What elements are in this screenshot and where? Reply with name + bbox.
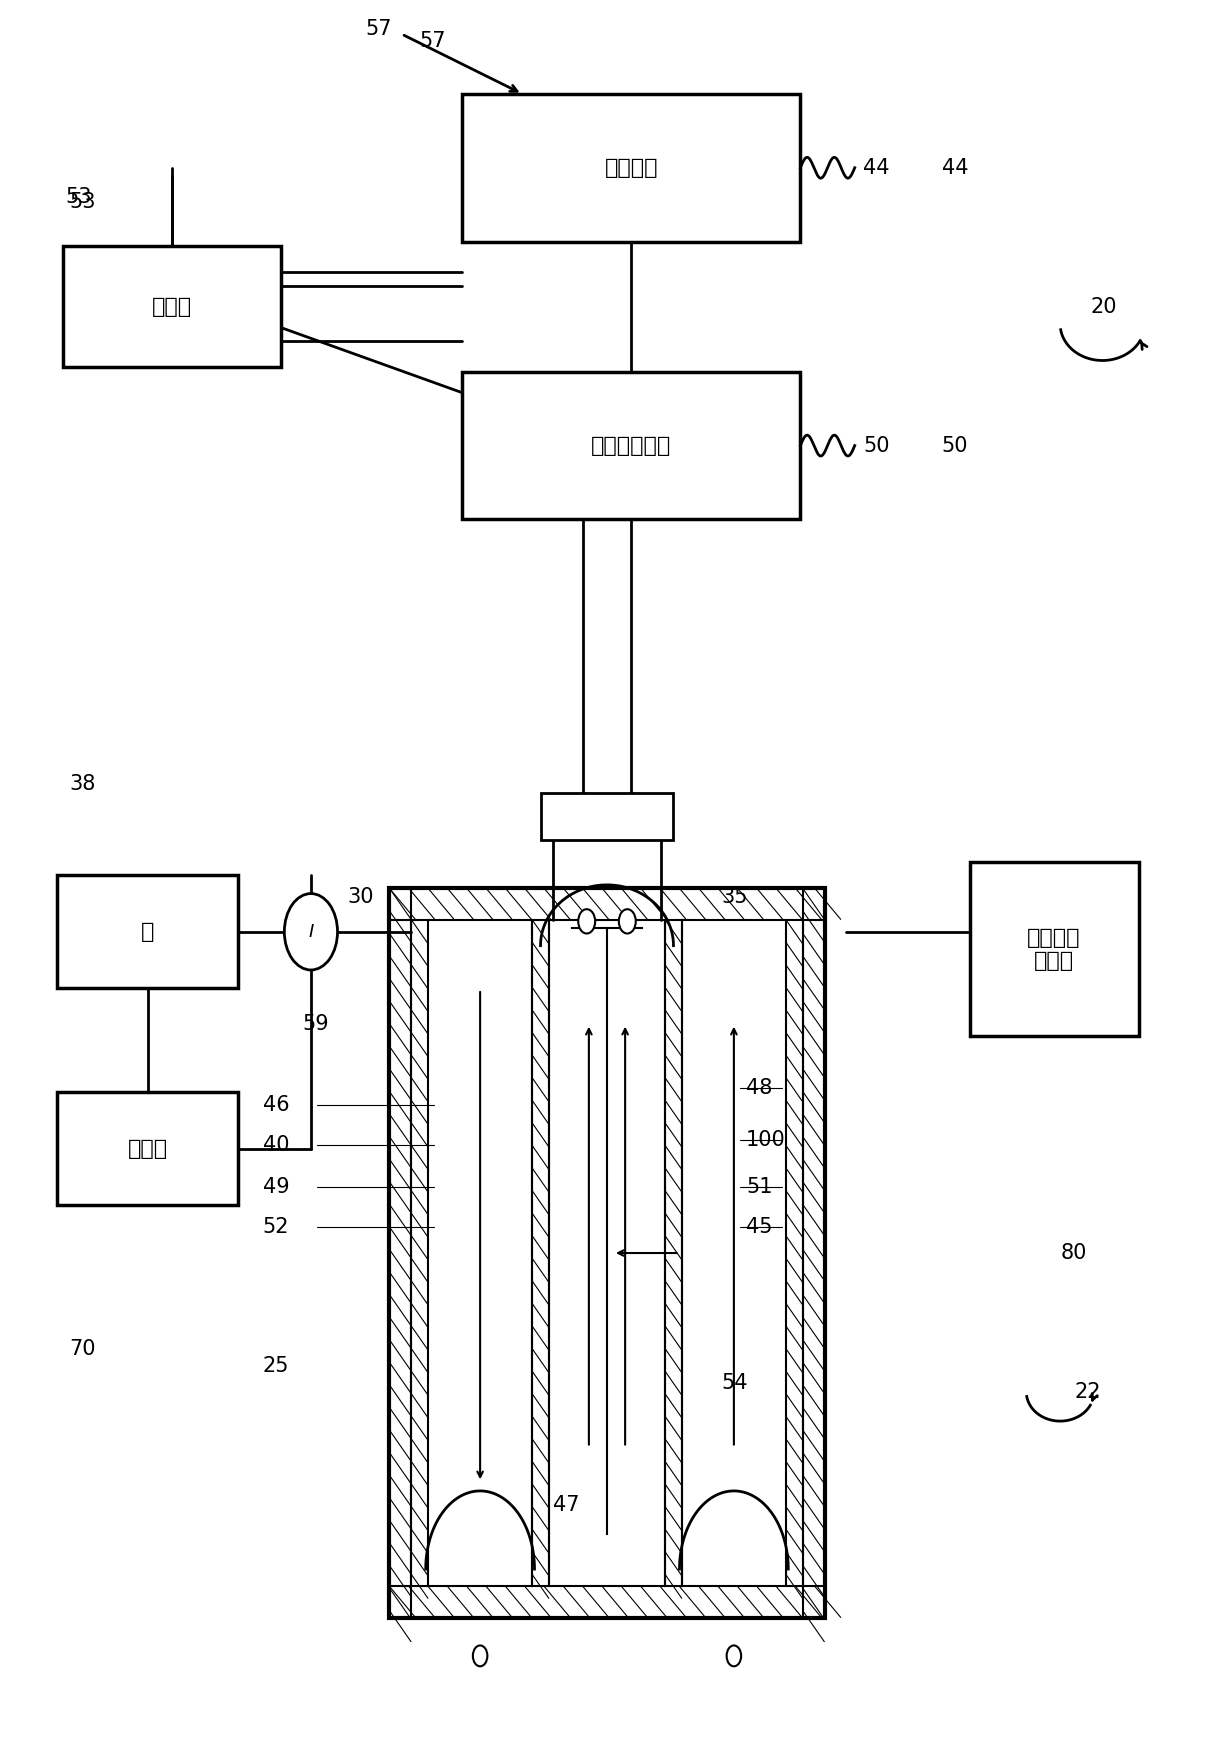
Text: 控制器: 控制器: [152, 296, 192, 317]
Text: 处理过的
流出液: 处理过的 流出液: [1027, 927, 1080, 970]
Bar: [463, 371, 800, 519]
Text: 极性开关: 极性开关: [605, 159, 658, 178]
Text: I: I: [308, 923, 313, 941]
Text: 53: 53: [69, 192, 96, 213]
Text: 35: 35: [722, 887, 748, 908]
Text: 50: 50: [942, 436, 969, 456]
Bar: [390, 888, 824, 1618]
Text: 47: 47: [552, 1495, 579, 1516]
Circle shape: [473, 1646, 487, 1667]
Text: 53: 53: [66, 186, 92, 207]
Text: 30: 30: [347, 887, 374, 908]
Bar: [463, 94, 800, 242]
Text: 44: 44: [863, 159, 890, 178]
Text: 48: 48: [745, 1078, 772, 1097]
Text: 泵: 泵: [141, 922, 154, 942]
Text: 52: 52: [262, 1218, 289, 1237]
Bar: [57, 1092, 238, 1205]
Bar: [57, 874, 238, 988]
Text: 25: 25: [262, 1355, 289, 1376]
Text: 70: 70: [69, 1338, 96, 1359]
Text: 50: 50: [863, 436, 890, 456]
Text: 100: 100: [745, 1131, 785, 1150]
Text: 59: 59: [302, 1014, 329, 1033]
Text: 45: 45: [745, 1218, 772, 1237]
Text: 20: 20: [1090, 296, 1117, 317]
Text: 80: 80: [1060, 1244, 1087, 1263]
Text: 51: 51: [745, 1178, 772, 1197]
Bar: [63, 246, 280, 368]
Text: 49: 49: [262, 1178, 289, 1197]
Circle shape: [284, 894, 337, 970]
Circle shape: [578, 909, 595, 934]
Text: 可变电压电源: 可变电压电源: [591, 436, 671, 456]
Text: 57: 57: [420, 31, 447, 51]
Text: 38: 38: [69, 773, 96, 794]
Circle shape: [619, 909, 636, 934]
Text: 57: 57: [365, 19, 392, 38]
Bar: [540, 793, 674, 840]
Text: 流入液: 流入液: [127, 1139, 168, 1158]
Text: 54: 54: [722, 1373, 748, 1394]
Bar: [970, 862, 1139, 1036]
Circle shape: [727, 1646, 741, 1667]
Text: 46: 46: [262, 1096, 289, 1115]
Text: 22: 22: [1074, 1381, 1101, 1402]
Text: 40: 40: [262, 1136, 289, 1155]
Text: 44: 44: [942, 159, 969, 178]
